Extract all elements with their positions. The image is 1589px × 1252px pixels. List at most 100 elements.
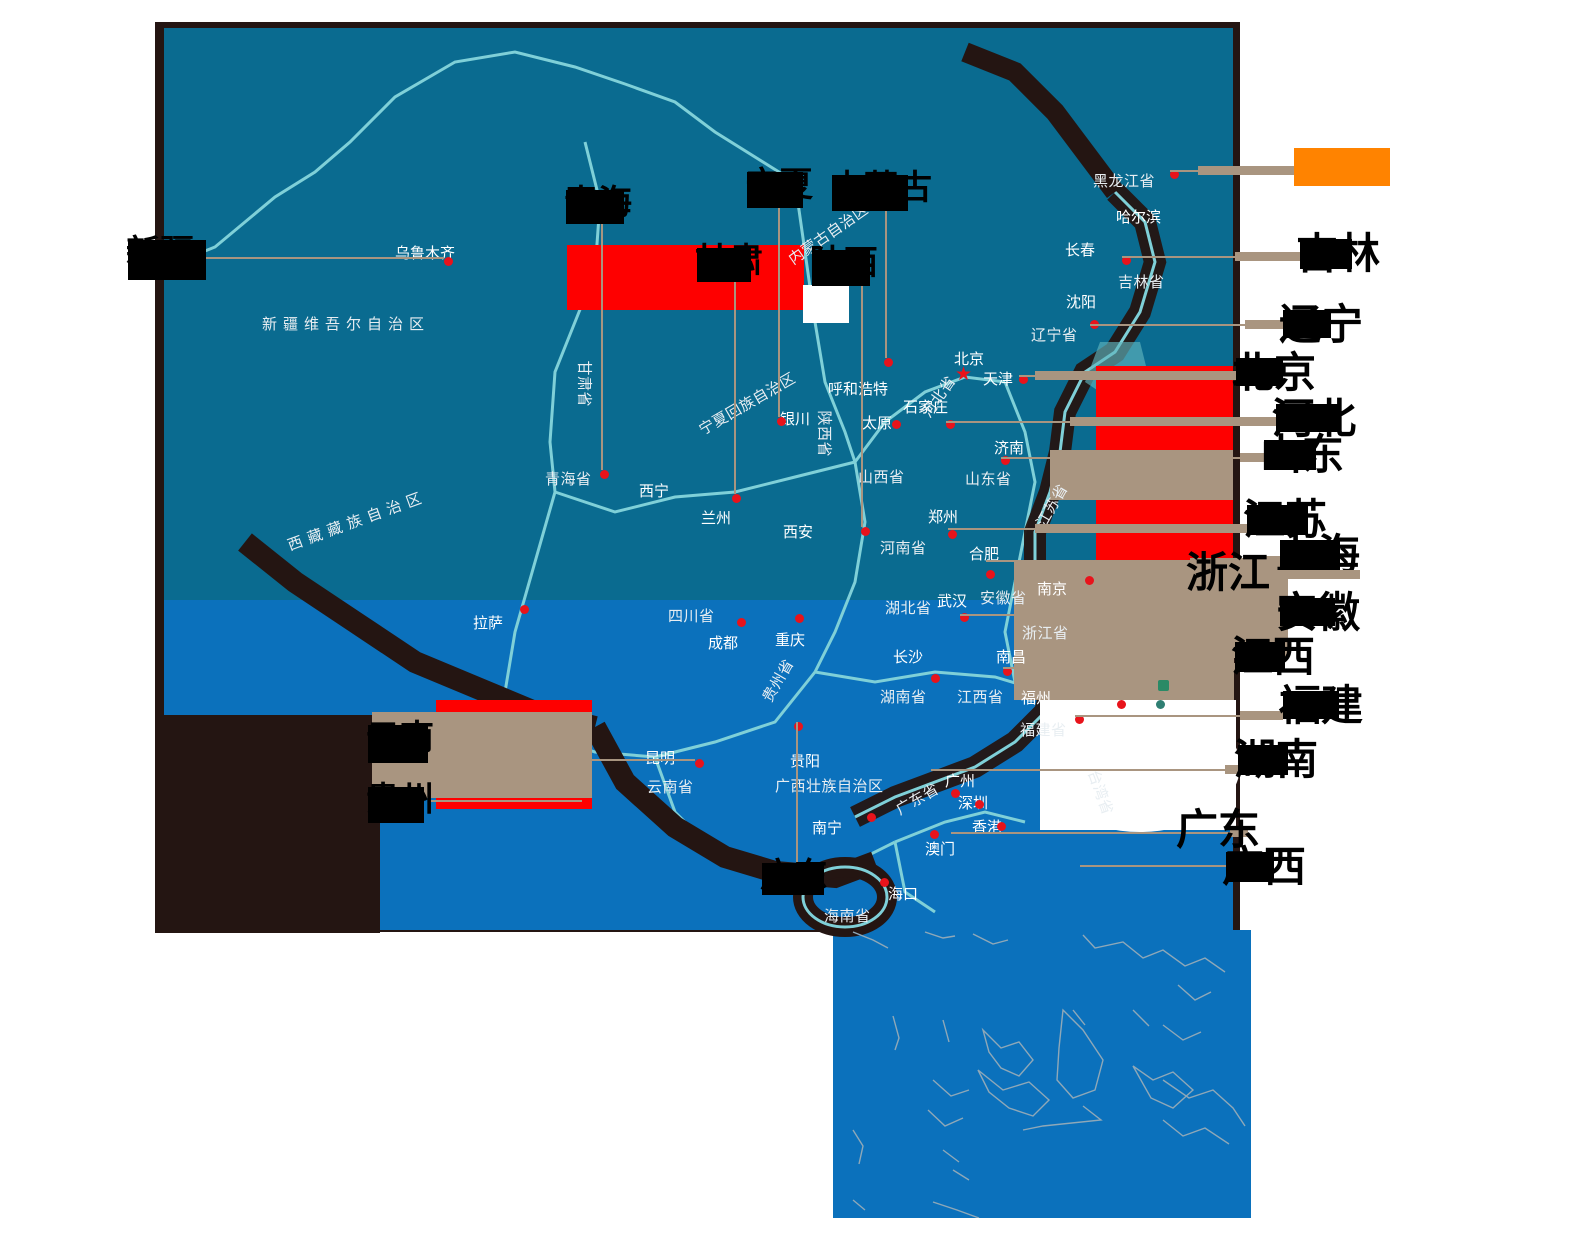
redaction-bar [436, 700, 592, 714]
callout-leader-line [1080, 865, 1248, 867]
callout-leader-line-top [778, 208, 780, 417]
callout-leader-thick [1230, 828, 1248, 837]
callout-redaction-1[interactable] [1300, 239, 1352, 269]
callout-leader-line [986, 560, 1280, 562]
capital-star-icon: ★ [955, 364, 973, 385]
callout-redaction-11[interactable] [1283, 691, 1339, 719]
province-label-16: 江西省 [957, 689, 1004, 706]
callout-leader-thick [1235, 252, 1300, 261]
province-label-20: 云南省 [647, 779, 694, 796]
sea-islands [852, 931, 1246, 1218]
callout-leader-thick [1070, 417, 1276, 426]
callout-redaction-left-0[interactable] [128, 240, 206, 280]
callout-redaction-3[interactable] [1236, 358, 1283, 386]
city-dot-13 [1085, 576, 1094, 585]
city-dot-21 [695, 759, 704, 768]
callout-redaction-14[interactable] [1226, 852, 1274, 882]
callout-highlight-黑龙江[interactable] [1294, 148, 1390, 186]
redaction-block-lower-left [155, 715, 380, 933]
callout-redaction-top-1[interactable] [697, 248, 751, 282]
city-dot-24 [975, 800, 984, 809]
city-label-30: 长春 [1065, 242, 1096, 259]
callout-leader-line [931, 769, 1238, 771]
city-dot-11 [948, 530, 957, 539]
city-dot-32 [1117, 700, 1126, 709]
city-label-2: 兰州 [701, 510, 732, 527]
city-dot-18 [737, 618, 746, 627]
city-label-6: 石家庄 [903, 399, 949, 416]
callout-leader-line-left [190, 257, 444, 259]
city-label-15: 长沙 [893, 649, 924, 666]
city-label-21: 昆明 [645, 747, 675, 768]
city-dot-26 [930, 830, 939, 839]
city-label-7: 西安 [783, 524, 814, 541]
callout-redaction-10[interactable] [1235, 642, 1285, 672]
callout-leader-line-top [601, 224, 603, 470]
teal-dot-icon [1156, 700, 1165, 709]
callout-leader-line-top [734, 282, 736, 494]
callout-redaction-6[interactable] [1247, 505, 1308, 535]
callout-leader-line [951, 832, 1248, 834]
callout-leader-thick [1035, 371, 1236, 380]
callout-leader-line [1003, 667, 1235, 669]
city-dot-9 [1019, 375, 1028, 384]
city-label-31: 沈阳 [1066, 294, 1097, 311]
province-label-27: 辽宁省 [1031, 327, 1078, 344]
callout-redaction-left-1[interactable] [368, 725, 428, 763]
callout-redaction-5[interactable] [1264, 440, 1316, 470]
city-dot-29 [1170, 170, 1179, 179]
callout-label-8[interactable]: 浙江 [1186, 548, 1271, 597]
city-label-13: 南京 [1037, 581, 1068, 598]
callout-leader-thick [1215, 663, 1235, 672]
callout-redaction-top-4[interactable] [832, 175, 908, 211]
province-label-1: 西藏藏族自治区 [285, 488, 430, 555]
province-label-0: 新疆维吾尔自治区 [262, 316, 431, 333]
callout-redaction-4[interactable] [1276, 404, 1340, 432]
green-marker-icon [1158, 680, 1169, 691]
callout-redaction-top-2[interactable] [747, 172, 803, 208]
province-label-15: 湖南省 [880, 689, 927, 706]
city-dot-12 [986, 570, 995, 579]
callout-label-13[interactable]: 广东 [1176, 805, 1261, 854]
city-dot-30 [1122, 256, 1131, 265]
callout-leader-line-left [430, 800, 582, 802]
callout-redaction-9[interactable] [1280, 598, 1335, 626]
city-label-20: 贵阳 [790, 753, 821, 770]
callout-leader-thick [1225, 765, 1238, 774]
callout-redaction-2[interactable] [1283, 310, 1331, 338]
province-label-19: 贵州省 [759, 656, 798, 706]
city-label-12: 合肥 [969, 546, 1000, 563]
city-label-28: 拉萨 [473, 615, 504, 632]
city-dot-7 [861, 527, 870, 536]
callout-leader-thick [1245, 320, 1283, 329]
city-label-18: 成都 [708, 635, 739, 652]
city-dot-4 [884, 358, 893, 367]
city-dot-17 [1075, 715, 1084, 724]
city-dot-16 [1003, 667, 1012, 676]
city-label-3: 银川 [780, 411, 811, 428]
callout-redaction-12[interactable] [1238, 745, 1288, 775]
south-china-sea-inset [833, 930, 1251, 1218]
city-label-16: 南昌 [996, 649, 1027, 666]
city-label-14: 武汉 [937, 593, 968, 610]
callout-redaction-left-2[interactable] [368, 787, 424, 823]
callout-leader-line [1122, 256, 1300, 258]
city-dot-3 [777, 417, 786, 426]
province-label-18: 四川省 [668, 608, 715, 625]
city-dot-25 [997, 822, 1006, 831]
province-label-14: 湖北省 [885, 600, 932, 617]
province-label-23: 海南省 [824, 908, 871, 925]
city-label-5: 太原 [862, 415, 893, 432]
province-label-13: 浙江省 [1022, 625, 1069, 642]
callout-redaction-top-0[interactable] [566, 190, 624, 224]
city-dot-28 [520, 605, 529, 614]
callout-redaction-top-3[interactable] [812, 250, 870, 286]
callout-leader-line [1001, 457, 1264, 459]
callout-redaction-7[interactable] [1280, 540, 1340, 570]
redaction-bar-white [803, 285, 849, 323]
callout-leader-line [1090, 324, 1283, 326]
city-label-9: 天津 [983, 371, 1014, 388]
callout-redaction-bottom-0[interactable] [762, 863, 824, 895]
city-dot-5 [892, 420, 901, 429]
